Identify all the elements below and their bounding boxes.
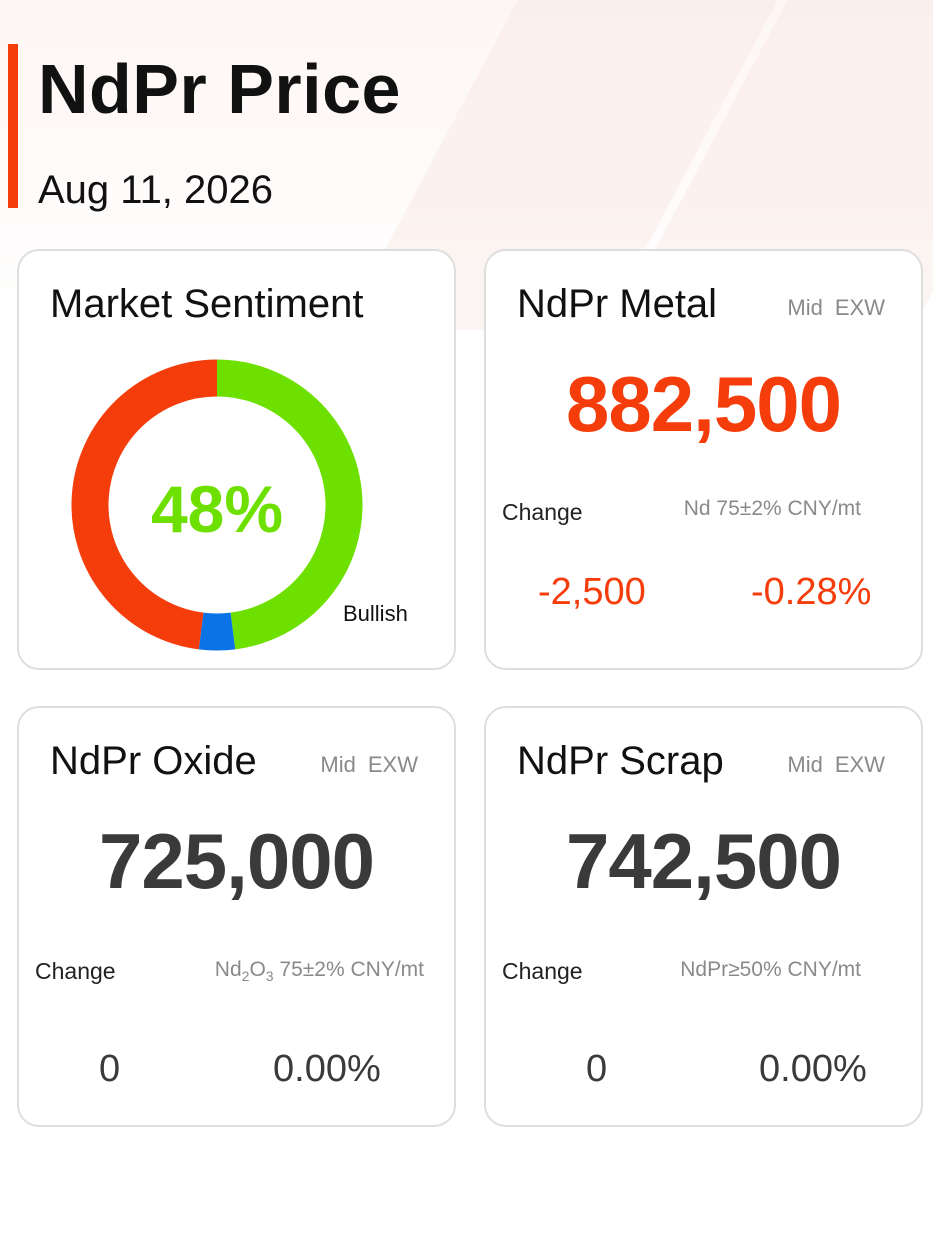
donut-slice-bullish (216, 359, 363, 650)
sentiment-donut-svg (71, 359, 363, 651)
tag-exw: EXW (834, 295, 885, 320)
oxide-price-card[interactable]: NdPr Oxide Mid EXW 725,000 Change Nd2O3 7… (17, 706, 456, 1127)
oxide-change-abs: 0 (99, 1048, 121, 1090)
scrap-change-abs: 0 (586, 1048, 608, 1090)
metal-price-card[interactable]: NdPr Metal Mid EXW 882,500 Change Nd 75±2… (484, 249, 923, 670)
donut-slice-neutral (198, 612, 236, 651)
tag-mid: Mid (320, 752, 356, 777)
metal-change-pct: -0.28% (751, 571, 872, 613)
scrap-change-pct: 0.00% (759, 1048, 867, 1090)
sentiment-title: Market Sentiment (50, 282, 364, 326)
tag-mid: Mid (787, 752, 823, 777)
metal-spec: Nd 75±2% CNY/mt (683, 497, 861, 520)
metal-tags: Mid EXW (787, 295, 885, 321)
sentiment-donut-chart: 48% (71, 359, 363, 651)
scrap-change-label: Change (502, 958, 583, 984)
metal-change-label: Change (502, 499, 583, 525)
sentiment-value: 48% (150, 472, 284, 546)
scrap-title: NdPr Scrap (517, 739, 724, 783)
metal-change-abs: -2,500 (538, 571, 646, 613)
sentiment-label: Bullish (343, 601, 408, 626)
tag-exw: EXW (367, 752, 418, 777)
oxide-price: 725,000 (99, 817, 375, 905)
metal-title: NdPr Metal (517, 282, 718, 326)
oxide-title: NdPr Oxide (50, 739, 257, 783)
scrap-price: 742,500 (566, 817, 842, 905)
page-header: NdPr Price Aug 11, 2026 (8, 44, 401, 212)
tag-mid: Mid (787, 295, 823, 320)
scrap-price-card[interactable]: NdPr Scrap Mid EXW 742,500 Change NdPr≥50… (484, 706, 923, 1127)
page-date: Aug 11, 2026 (38, 168, 274, 212)
scrap-tags: Mid EXW (787, 752, 885, 778)
oxide-change-pct: 0.00% (273, 1048, 381, 1090)
metal-price: 882,500 (566, 360, 842, 448)
sentiment-card[interactable]: Market Sentiment 48% Bullish (17, 249, 456, 670)
oxide-change-label: Change (35, 958, 116, 984)
donut-slice-bearish (71, 359, 218, 650)
page-title: NdPr Price (38, 50, 401, 128)
oxide-spec: Nd2O3 75±2% CNY/mt (214, 958, 424, 985)
oxide-tags: Mid EXW (320, 752, 418, 778)
tag-exw: EXW (834, 752, 885, 777)
scrap-spec: NdPr≥50% CNY/mt (680, 958, 861, 981)
